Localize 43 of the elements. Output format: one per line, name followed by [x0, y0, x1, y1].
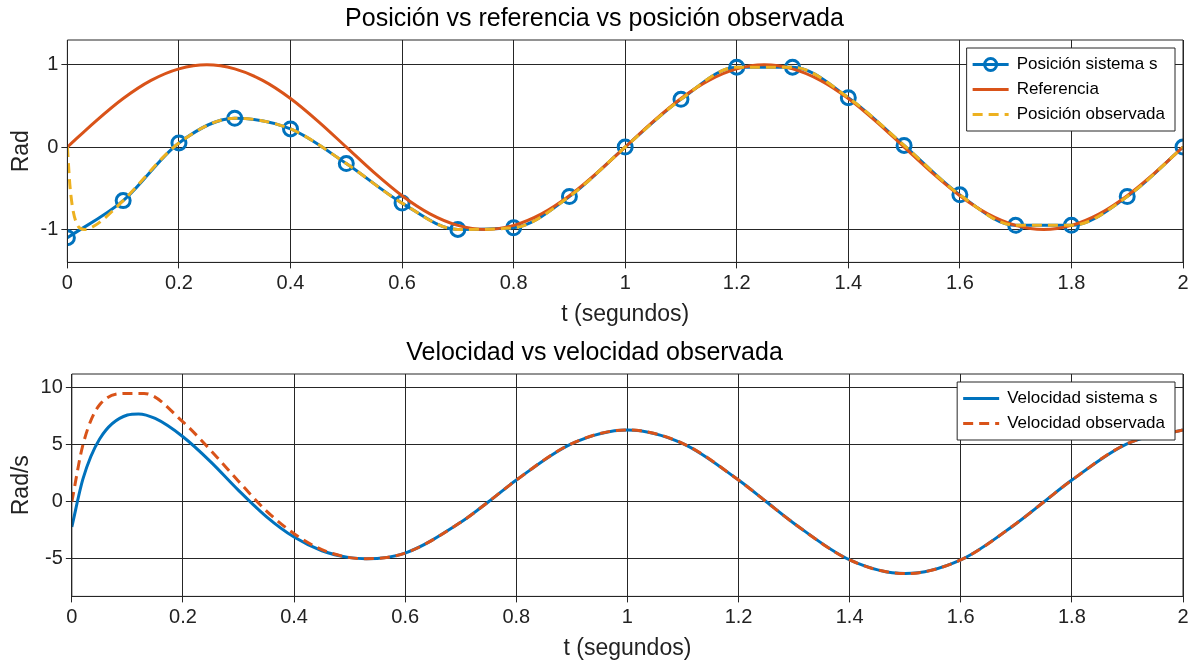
x-tick-label: 0.4 [280, 604, 308, 627]
y-axis-title: Rad [7, 130, 34, 173]
point [170, 134, 188, 152]
x-tick-label: 1.4 [835, 604, 864, 627]
x-tick-label: 0.4 [276, 270, 305, 293]
x-tick-label: 2 [1177, 270, 1189, 293]
legend-label: Velocidad sistema s [1007, 388, 1158, 408]
x-tick-label: 1.6 [946, 604, 975, 627]
point [226, 109, 244, 127]
legend-label: Posición sistema s [1016, 54, 1158, 74]
chart-title: Posición vs referencia vs posición observada [345, 2, 845, 31]
y-tick-label: -5 [45, 546, 63, 569]
x-tick-label: 0.6 [388, 270, 416, 293]
y-tick-label: 5 [51, 432, 63, 455]
y-tick-label: 0 [47, 134, 59, 157]
x-tick-label: 1.6 [945, 270, 974, 293]
x-tick-label: 0.6 [391, 604, 420, 627]
x-tick-label: 0.2 [169, 604, 197, 627]
y-tick-label: 1 [47, 52, 59, 75]
x-tick-label: 0.8 [499, 270, 528, 293]
point [114, 192, 132, 210]
x-tick-label: 0.2 [165, 270, 193, 293]
y-tick-label: 0 [51, 489, 63, 512]
x-tick-label: 1.4 [834, 270, 863, 293]
x-tick-label: 1.8 [1057, 270, 1086, 293]
x-tick-label: 1 [621, 604, 633, 627]
x-tick-label: 1 [619, 270, 631, 293]
x-tick-label: 2 [1177, 604, 1189, 627]
x-tick-label: 1.8 [1057, 604, 1086, 627]
point [337, 155, 355, 173]
x-axis-title: t (segundos) [561, 299, 690, 326]
x-tick-label: 1.2 [724, 604, 753, 627]
y-axis-title: Rad/s [7, 455, 34, 516]
y-tick-label: 10 [40, 375, 63, 398]
x-tick-label: 0 [66, 604, 78, 627]
x-tick-label: 0.8 [502, 604, 531, 627]
y-tick-label: -1 [40, 216, 59, 239]
x-tick-label: 1.2 [722, 270, 751, 293]
legend-label: Posición observada [1016, 104, 1166, 124]
legend-label: Referencia [1016, 79, 1100, 99]
x-axis-title: t (segundos) [563, 633, 692, 660]
legend-label: Velocidad observada [1007, 413, 1166, 433]
chart-title: Velocidad vs velocidad observada [406, 336, 783, 365]
